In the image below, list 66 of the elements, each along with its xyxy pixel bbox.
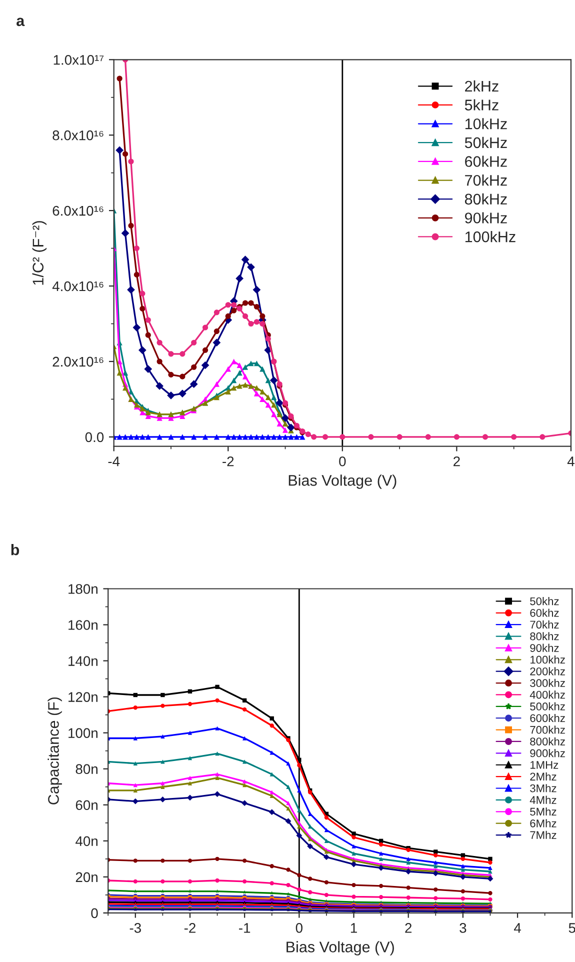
y-tick-label: 0 <box>91 908 98 918</box>
y-axis-title: 1/C² (F⁻²) <box>32 221 47 285</box>
legend-label: 2Mhz <box>530 772 556 780</box>
y-tick-label: 2.0x10¹⁶ <box>52 356 104 367</box>
x-tick-label: -2 <box>184 923 196 933</box>
legend-label: 7Mhz <box>530 830 556 839</box>
x-tick-label: -2 <box>222 456 234 466</box>
chart-title: b <box>11 544 20 556</box>
y-tick-label: 60n <box>76 800 98 810</box>
legend-label: 80khz <box>530 632 559 640</box>
legend-label: 6Mhz <box>530 819 556 828</box>
x-tick-label: 0 <box>296 923 302 933</box>
x-axis-title: Bias Voltage (V) <box>286 941 394 956</box>
x-tick-label: 5 <box>568 923 575 933</box>
legend-label: 900khz <box>530 749 565 758</box>
legend-label: 70khz <box>530 620 559 629</box>
chart-title: a <box>16 18 25 26</box>
x-tick-label: 4 <box>514 923 521 933</box>
legend-label: 700khz <box>530 726 565 734</box>
y-tick-label: 4.0x10¹⁶ <box>52 281 104 292</box>
y-tick-label: 0.0 <box>85 432 104 442</box>
y-tick-label: 160n <box>68 620 98 630</box>
y-tick-label: 8.0x10¹⁶ <box>52 130 104 140</box>
y-tick-label: 1.0x10¹⁷ <box>54 54 104 65</box>
x-tick-label: 0 <box>339 456 346 466</box>
legend-label: 10kHz <box>465 118 507 130</box>
legend-label: 400khz <box>530 690 565 699</box>
x-tick-label: 4 <box>567 456 574 466</box>
y-tick-label: 120n <box>68 692 98 702</box>
legend-label: 50khz <box>530 597 559 606</box>
legend-label: 60kHz <box>465 156 507 167</box>
x-tick-label: 2 <box>454 456 460 466</box>
x-tick-label: 3 <box>460 923 466 933</box>
legend-label: 1MHz <box>530 761 558 769</box>
legend-label: 60khz <box>530 608 559 617</box>
legend-label: 300khz <box>530 678 565 688</box>
y-tick-label: 40n <box>76 836 98 846</box>
x-tick-label: -1 <box>239 923 250 933</box>
legend-label: 200khz <box>530 667 565 676</box>
x-tick-label: -3 <box>130 923 141 933</box>
legend-label: 90kHz <box>465 212 507 224</box>
x-axis-title: Bias Voltage (V) <box>288 474 396 489</box>
legend-label: 5Mhz <box>530 807 556 816</box>
legend-label: 90khz <box>530 644 559 652</box>
legend-label: 3Mhz <box>530 784 556 792</box>
y-tick-label: 140n <box>68 656 98 666</box>
y-axis-title: Capacitance (F) <box>48 697 62 804</box>
legend-label: 70kHz <box>465 174 507 186</box>
y-tick-label: 80n <box>76 764 98 774</box>
x-tick-label: 1 <box>350 923 357 933</box>
legend-label: 50kHz <box>464 136 507 148</box>
x-tick-label: -4 <box>108 456 120 466</box>
legend-label: 100khz <box>530 655 565 664</box>
legend-label: 100kHz <box>465 231 516 242</box>
y-tick-label: 20n <box>76 872 98 882</box>
legend-label: 600khz <box>530 714 565 722</box>
legend-label: 5kHz <box>464 99 498 110</box>
legend-label: 500khz <box>530 702 565 710</box>
legend-label: 4Mhz <box>530 796 556 804</box>
legend-label: 2kHz <box>465 80 498 92</box>
legend-label: 800khz <box>530 737 565 746</box>
y-tick-label: 100n <box>68 728 98 738</box>
legend-label: 80kHz <box>464 193 507 205</box>
y-tick-label: 180n <box>68 584 98 594</box>
y-tick-label: 6.0x10¹⁶ <box>52 206 104 216</box>
x-tick-label: 2 <box>405 923 412 933</box>
